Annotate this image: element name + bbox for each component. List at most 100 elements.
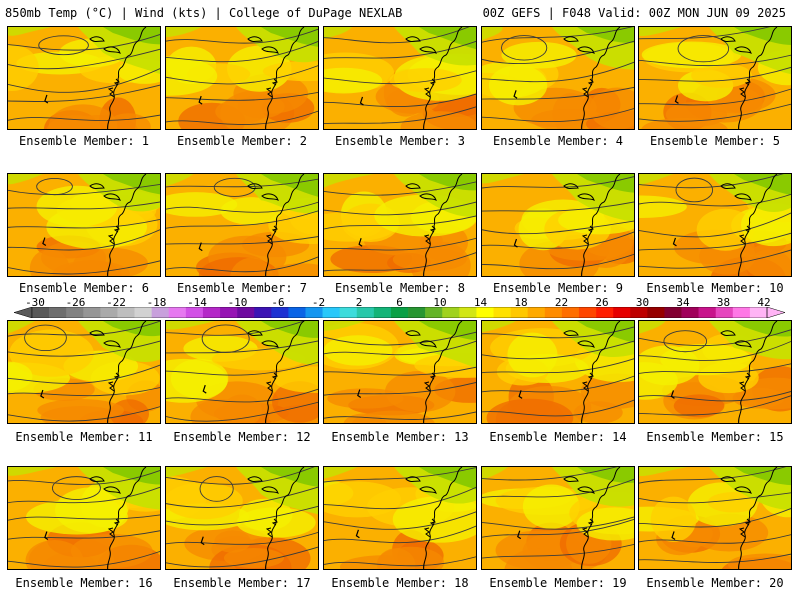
coastline	[581, 174, 621, 276]
colorbar-segment	[202, 307, 221, 318]
member-number: 20	[769, 576, 784, 590]
member-number: 18	[454, 576, 469, 590]
warm-anomaly-shading	[743, 240, 791, 276]
colorbar-frame	[31, 307, 768, 318]
coldest-air-shading	[734, 174, 791, 195]
warm-anomaly-shading	[385, 370, 456, 413]
height-contour	[482, 375, 634, 393]
warm-anomaly-shading	[266, 263, 318, 276]
ensemble-member-panel	[7, 26, 161, 130]
ensemble-member-panel	[323, 320, 477, 424]
ensemble-member-panel	[165, 173, 319, 277]
cold-air-shading	[8, 321, 36, 334]
cool-anomaly-shading	[639, 195, 687, 219]
colorbar-segment	[339, 307, 358, 318]
map-field	[639, 27, 791, 129]
colorbar-segment	[442, 307, 460, 318]
height-contour	[324, 106, 476, 125]
colorbar-tick-label: 14	[473, 296, 488, 309]
height-contour	[166, 361, 318, 376]
warm-anomaly-shading	[37, 398, 125, 422]
ensemble-member-panel	[323, 173, 477, 277]
coldest-air-shading	[734, 321, 791, 337]
ensemble-member-caption: Ensemble Member: 7	[163, 281, 321, 295]
great-lakes-outline	[247, 183, 279, 201]
cool-anomaly-shading	[507, 332, 558, 378]
colorbar-segment	[408, 307, 426, 318]
colorbar-tick-label: -30	[25, 296, 45, 309]
height-contour	[482, 518, 634, 538]
map-field	[166, 27, 318, 129]
member-number: 3	[457, 134, 465, 148]
height-contour	[324, 215, 476, 230]
colorbar-segment	[596, 307, 614, 318]
height-contour	[166, 210, 318, 229]
terrain-marker	[670, 390, 675, 399]
height-contour	[166, 486, 318, 508]
ensemble-member-caption: Ensemble Member: 10	[636, 281, 794, 295]
height-contour	[8, 387, 160, 397]
member-number: 2	[299, 134, 307, 148]
map-field	[324, 467, 476, 569]
colorbar-segment	[220, 307, 238, 318]
member-number: 14	[612, 430, 627, 444]
ensemble-member-panel	[638, 466, 792, 570]
ensemble-member-panel	[638, 173, 792, 277]
caption-prefix: Ensemble Member:	[173, 430, 289, 444]
map-field	[482, 467, 634, 569]
ensemble-member-panel	[481, 173, 635, 277]
terrain-marker	[42, 237, 47, 247]
ensemble-member-caption: Ensemble Member: 2	[163, 134, 321, 148]
ensemble-member-caption: Ensemble Member: 4	[479, 134, 637, 148]
ensemble-member-caption: Ensemble Member: 6	[5, 281, 163, 295]
closed-contour	[24, 324, 67, 352]
height-contour	[8, 406, 160, 422]
member-number: 1	[141, 134, 149, 148]
great-lakes-outline	[720, 36, 752, 54]
height-contour	[166, 467, 315, 485]
colorbar-segment	[305, 307, 323, 318]
map-field	[482, 321, 634, 423]
height-contour	[166, 201, 318, 213]
coldest-air-shading	[261, 467, 318, 487]
height-contour	[639, 193, 791, 207]
colorbar-segment	[561, 307, 580, 318]
cold-air-shading	[166, 467, 208, 478]
member-number: 12	[296, 430, 311, 444]
cold-air-shading	[482, 174, 525, 184]
caption-prefix: Ensemble Member:	[18, 134, 135, 148]
bay-outline	[265, 78, 278, 98]
cool-anomaly-shading	[641, 41, 742, 69]
coastline	[581, 321, 621, 423]
colorbar-tick-label: -6	[271, 296, 285, 309]
colorbar-segment	[151, 307, 170, 318]
height-contour	[639, 553, 791, 563]
cold-air-shading	[324, 27, 352, 39]
height-contour	[166, 110, 318, 125]
height-contour	[482, 543, 634, 559]
member-number: 6	[141, 281, 149, 295]
cool-anomaly-shading	[166, 482, 243, 520]
height-contour	[8, 530, 160, 540]
cool-anomaly-shading	[238, 498, 293, 531]
cold-air-shading	[482, 321, 517, 333]
height-contour	[482, 27, 633, 43]
terrain-marker	[44, 94, 49, 104]
map-field	[8, 174, 160, 276]
cold-air-shading	[166, 174, 194, 187]
terrain-marker	[198, 242, 203, 252]
map-field	[166, 467, 318, 569]
member-number: 8	[457, 281, 465, 295]
terrain-marker	[672, 237, 677, 247]
closed-contour	[677, 35, 730, 63]
coastline	[423, 321, 463, 423]
cool-anomaly-shading	[8, 361, 33, 391]
warm-anomaly-shading	[343, 413, 387, 423]
height-contour	[639, 88, 791, 106]
colorbar-tick-label: 10	[433, 296, 447, 309]
bay-outline	[107, 372, 120, 392]
terrain-marker	[44, 531, 49, 541]
warm-anomaly-shading	[25, 540, 84, 569]
coldest-air-shading	[419, 174, 476, 191]
ensemble-member-caption: Ensemble Member: 8	[321, 281, 479, 295]
